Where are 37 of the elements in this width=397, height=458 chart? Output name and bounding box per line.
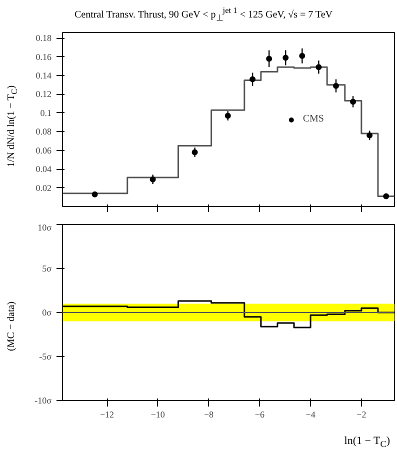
y-tick-label: 0.18 [36, 33, 52, 44]
x-tick-label: −10 [150, 410, 166, 420]
point [350, 98, 356, 105]
x-tick-label: −4 [306, 410, 316, 420]
point [150, 176, 156, 182]
y-tick-label: 0.16 [36, 52, 52, 62]
x-tick-label: −2 [356, 410, 366, 420]
y-tick-label: 0.08 [36, 126, 52, 137]
x-tick-label: −6 [254, 410, 265, 420]
y-tick-label: 0σ [42, 308, 52, 318]
x-tick-label: −12 [100, 410, 114, 420]
y-tick-label: 5σ [42, 264, 52, 274]
point [224, 112, 231, 119]
y-tick-label: 0.06 [36, 145, 52, 156]
point [282, 54, 289, 61]
point [266, 56, 272, 62]
y-tick-label: 0.1 [40, 108, 52, 118]
point [92, 191, 98, 198]
y-tick-label: -5σ [39, 352, 52, 362]
y-tick-label: 0.12 [36, 89, 52, 100]
y-tick-label: 0.02 [36, 182, 52, 193]
y-tick-label: -10σ [34, 396, 52, 406]
point [383, 193, 390, 200]
x-axis-title: ln(1 − T$_{C}$) [344, 435, 390, 452]
chart-title: Central Transv. Thrust, 90 GeV < p$_{⊥}$$^{jet 1}$ < 125 GeV, √s = 7 TeV [74, 5, 333, 24]
x-tick-label: −8 [204, 410, 214, 420]
point [250, 76, 256, 82]
point [299, 52, 306, 59]
point [332, 82, 339, 89]
legend-label: CMS [302, 114, 324, 124]
y-tick-label: 0.04 [36, 164, 52, 174]
point [192, 149, 198, 156]
y-axis-title: (MC − data) [5, 301, 18, 351]
point [366, 132, 373, 138]
y-tick-label: 0.14 [36, 70, 52, 81]
point [316, 64, 322, 70]
y-tick-label: 10σ [38, 222, 52, 232]
